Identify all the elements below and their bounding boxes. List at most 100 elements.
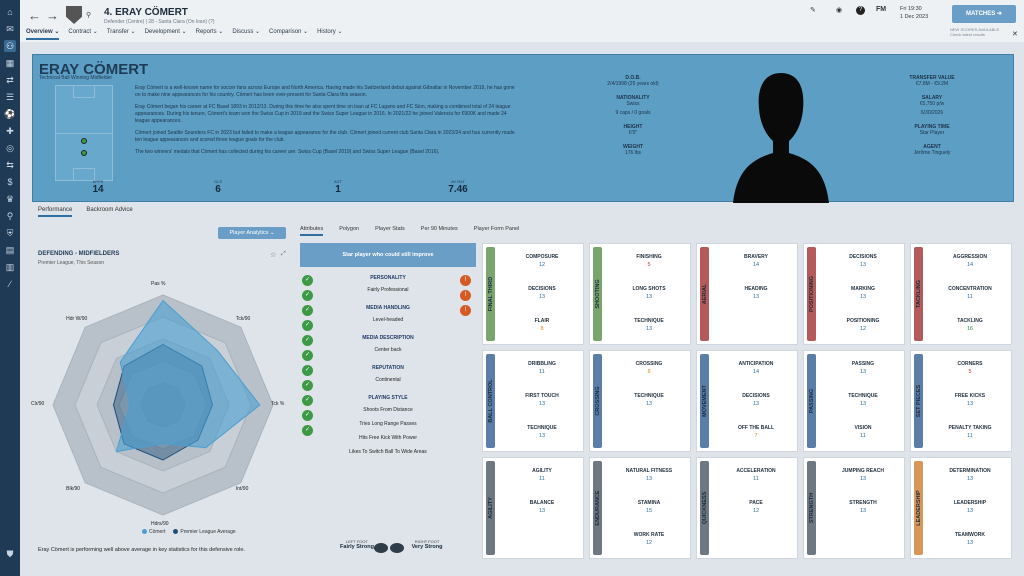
menu-6[interactable]: Comparison ⌄: [269, 29, 309, 35]
attribute-item[interactable]: FREE KICKS 13: [927, 393, 1013, 407]
preference-icon-2[interactable]: !: [460, 290, 471, 301]
trait-icon-6[interactable]: ✓: [302, 350, 313, 361]
trait-icon-10[interactable]: ✓: [302, 410, 313, 421]
attribute-item[interactable]: STRENGTH 13: [820, 500, 906, 514]
edit-icon[interactable]: ✎: [810, 7, 816, 14]
schedule-icon[interactable]: ▥: [5, 262, 15, 272]
attribute-item[interactable]: DETERMINATION 13: [927, 468, 1013, 482]
close-icon[interactable]: ✕: [1012, 31, 1018, 38]
trait-icon-5[interactable]: ✓: [302, 335, 313, 346]
attribute-item[interactable]: LEADERSHIP 13: [927, 500, 1013, 514]
attribute-item[interactable]: FLAIR 8: [499, 318, 585, 332]
subtab-0[interactable]: Performance: [38, 207, 73, 217]
attribute-item[interactable]: FIRST TOUCH 13: [499, 393, 585, 407]
subtab-1[interactable]: Backroom Advice: [86, 207, 133, 213]
attribute-item[interactable]: NATURAL FITNESS 13: [606, 468, 692, 482]
trait-icon-1[interactable]: ✓: [302, 275, 313, 286]
home-icon[interactable]: ⌂: [7, 7, 13, 17]
forward-icon[interactable]: →: [46, 8, 59, 23]
menu-1[interactable]: Contract ⌄: [68, 29, 98, 35]
back-icon[interactable]: ←: [28, 8, 41, 23]
search-icon[interactable]: ⚲: [6, 211, 14, 221]
attribute-item[interactable]: MARKING 13: [820, 286, 906, 300]
attr-tab-1[interactable]: Polygon: [339, 226, 360, 232]
transfers-icon[interactable]: ⇆: [6, 160, 14, 170]
attribute-item[interactable]: WORK RATE 12: [606, 532, 692, 546]
menu-3[interactable]: Development ⌄: [144, 29, 187, 35]
menu-5[interactable]: Discuss ⌄: [232, 29, 261, 35]
trait-icon-3[interactable]: ✓: [302, 305, 313, 316]
menu-4[interactable]: Reports ⌄: [195, 29, 224, 35]
star-icon[interactable]: ☆: [270, 252, 277, 259]
attribute-item[interactable]: STAMINA 15: [606, 500, 692, 514]
matches-button[interactable]: MATCHES ➜: [952, 5, 1016, 23]
attribute-item[interactable]: COMPOSURE 12: [499, 254, 585, 268]
staff-icon[interactable]: ☰: [5, 92, 15, 102]
news-notice[interactable]: NEW SCORES AVAILABLE Check latest results: [950, 27, 999, 37]
player-analytics-button[interactable]: Player Analytics ⌄: [218, 227, 286, 239]
attribute-item[interactable]: DRIBBLING 11: [499, 361, 585, 375]
preference-icon-3[interactable]: !: [460, 305, 471, 316]
attribute-item[interactable]: TECHNIQUE 13: [499, 425, 585, 439]
help-icon[interactable]: ?: [856, 6, 865, 15]
club-vision-icon[interactable]: ⛨: [6, 228, 14, 238]
attribute-item[interactable]: HEADING 13: [713, 286, 799, 300]
trait-icon-11[interactable]: ✓: [302, 425, 313, 436]
attribute-item[interactable]: PENALTY TAKING 11: [927, 425, 1013, 439]
trait-icon-9[interactable]: ✓: [302, 395, 313, 406]
attribute-item[interactable]: LONG SHOTS 13: [606, 286, 692, 300]
attribute-item[interactable]: TECHNIQUE 13: [606, 393, 692, 407]
club-icon[interactable]: ◉: [836, 7, 843, 14]
attribute-item[interactable]: DECISIONS 13: [499, 286, 585, 300]
squad-icon[interactable]: ⚇: [4, 40, 16, 52]
attribute-item[interactable]: CROSSING 8: [606, 361, 692, 375]
attribute-item[interactable]: TECHNIQUE 13: [820, 393, 906, 407]
club-badge-icon[interactable]: ⛊: [6, 549, 14, 559]
attribute-item[interactable]: BALANCE 13: [499, 500, 585, 514]
competitions-icon[interactable]: ▤: [5, 245, 15, 255]
attribute-item[interactable]: TEAMWORK 13: [927, 532, 1013, 546]
trophy-icon[interactable]: ♛: [5, 194, 15, 204]
fm-label[interactable]: FM: [876, 6, 887, 13]
attribute-item[interactable]: BRAVERY 14: [713, 254, 799, 268]
attribute-item[interactable]: PASSING 13: [820, 361, 906, 375]
attribute-item[interactable]: VISION 11: [820, 425, 906, 439]
attribute-item[interactable]: TECHNIQUE 13: [606, 318, 692, 332]
attr-tab-2[interactable]: Player Stats: [375, 226, 405, 232]
reports-icon[interactable]: ∕: [9, 279, 11, 289]
attribute-item[interactable]: ANTICIPATION 14: [713, 361, 799, 375]
trait-icon-2[interactable]: ✓: [302, 290, 313, 301]
attribute-item[interactable]: CONCENTRATION 11: [927, 286, 1013, 300]
inbox-icon[interactable]: ✉: [6, 24, 14, 34]
trait-icon-8[interactable]: ✓: [302, 380, 313, 391]
attribute-item[interactable]: AGILITY 11: [499, 468, 585, 482]
attribute-item[interactable]: DECISIONS 13: [820, 254, 906, 268]
trait-icon-7[interactable]: ✓: [302, 365, 313, 376]
menu-0[interactable]: Overview ⌄: [26, 28, 60, 40]
trait-icon-4[interactable]: ✓: [302, 320, 313, 331]
attribute-item[interactable]: PACE 12: [713, 500, 799, 514]
attribute-item[interactable]: CORNERS 5: [927, 361, 1013, 375]
attr-tab-4[interactable]: Player Form Panel: [473, 226, 520, 232]
attribute-item[interactable]: ACCELERATION 11: [713, 468, 799, 482]
attribute-item[interactable]: TACKLING 16: [927, 318, 1013, 332]
attribute-item[interactable]: OFF THE BALL 7: [713, 425, 799, 439]
training-icon[interactable]: ⚽: [4, 109, 16, 119]
attribute-item[interactable]: DECISIONS 13: [713, 393, 799, 407]
menu-2[interactable]: Transfer ⌄: [106, 29, 136, 35]
dynamics-icon[interactable]: ⇄: [6, 75, 14, 85]
scouting-icon[interactable]: ◎: [6, 143, 14, 153]
attr-tab-3[interactable]: Per 90 Minutes: [420, 226, 458, 232]
finances-icon[interactable]: $: [7, 177, 13, 187]
medical-icon[interactable]: ✚: [6, 126, 14, 136]
expand-icon[interactable]: ⤢: [281, 251, 286, 257]
preference-icon-1[interactable]: !: [460, 275, 471, 286]
menu-7[interactable]: History ⌄: [317, 29, 343, 35]
attribute-item[interactable]: AGGRESSION 14: [927, 254, 1013, 268]
tactics-icon[interactable]: ▦: [5, 58, 15, 68]
attribute-item[interactable]: FINISHING 5: [606, 254, 692, 268]
attribute-item[interactable]: POSITIONING 12: [820, 318, 906, 332]
search-icon[interactable]: ⚲: [86, 12, 92, 19]
attr-tab-0[interactable]: Attributes: [300, 226, 324, 236]
attribute-item[interactable]: JUMPING REACH 13: [820, 468, 906, 482]
